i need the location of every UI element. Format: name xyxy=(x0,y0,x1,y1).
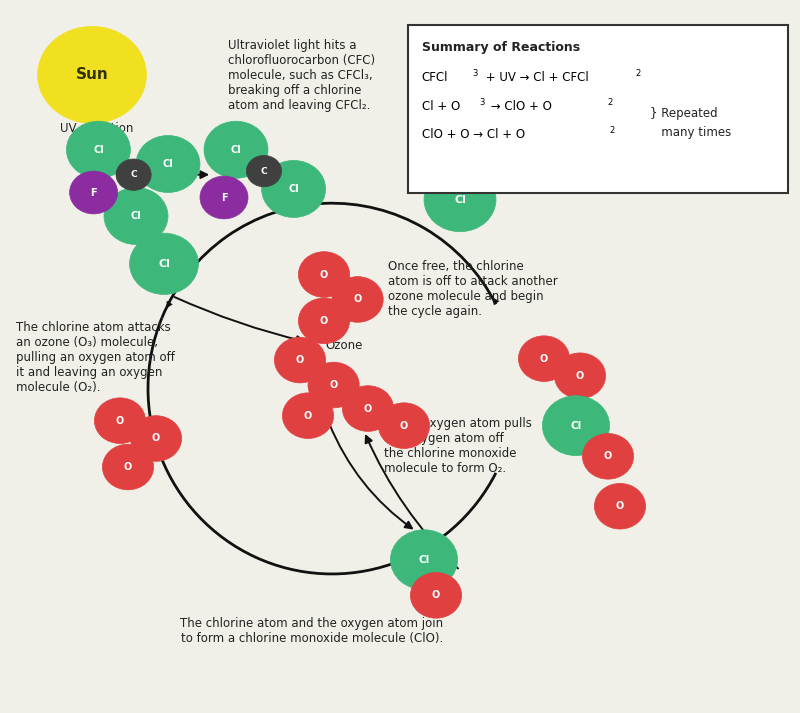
Text: 3: 3 xyxy=(472,69,478,78)
Text: CFCl: CFCl xyxy=(422,71,448,84)
Text: O: O xyxy=(604,451,612,461)
Circle shape xyxy=(332,277,383,322)
Text: Sun: Sun xyxy=(76,67,108,83)
Circle shape xyxy=(130,416,182,461)
Circle shape xyxy=(136,135,200,193)
Text: O: O xyxy=(540,354,548,364)
Text: A free oxygen atom pulls
the oxygen atom off
the chlorine monoxide
molecule to f: A free oxygen atom pulls the oxygen atom… xyxy=(384,417,532,475)
Text: Cl: Cl xyxy=(162,159,174,169)
Text: O: O xyxy=(116,416,124,426)
Circle shape xyxy=(298,252,350,297)
Text: The chlorine atom attacks
an ozone (O₃) molecule,
pulling an oxygen atom off
it : The chlorine atom attacks an ozone (O₃) … xyxy=(16,321,175,394)
Circle shape xyxy=(70,171,118,214)
Text: 2: 2 xyxy=(635,69,641,78)
Text: O: O xyxy=(320,270,328,279)
Text: Cl: Cl xyxy=(93,145,104,155)
Circle shape xyxy=(554,353,606,399)
Circle shape xyxy=(200,176,248,219)
Text: O: O xyxy=(296,355,304,365)
Text: Ultraviolet light hits a
chlorofluorocarbon (CFC)
molecule, such as CFCl₃,
break: Ultraviolet light hits a chlorofluorocar… xyxy=(228,39,375,112)
Text: O: O xyxy=(364,404,372,414)
Text: Summary of Reactions: Summary of Reactions xyxy=(422,41,580,54)
Text: F: F xyxy=(90,188,97,198)
FancyBboxPatch shape xyxy=(408,25,788,193)
Text: O: O xyxy=(320,316,328,326)
Circle shape xyxy=(130,233,198,294)
Text: The chlorine atom and the oxygen atom join
to form a chlorine monoxide molecule : The chlorine atom and the oxygen atom jo… xyxy=(181,617,443,645)
Circle shape xyxy=(298,298,350,344)
Circle shape xyxy=(594,483,646,529)
Circle shape xyxy=(104,188,168,245)
Circle shape xyxy=(246,155,282,187)
Text: Cl: Cl xyxy=(454,195,466,205)
Text: 3: 3 xyxy=(479,98,485,107)
Text: O: O xyxy=(124,462,132,472)
Text: O: O xyxy=(400,421,408,431)
Circle shape xyxy=(102,444,154,490)
Circle shape xyxy=(308,362,359,408)
Text: O: O xyxy=(354,294,362,304)
Text: O: O xyxy=(616,501,624,511)
Circle shape xyxy=(518,336,570,381)
Circle shape xyxy=(94,398,146,443)
Text: Cl: Cl xyxy=(130,211,142,221)
Circle shape xyxy=(542,396,610,456)
Text: 2: 2 xyxy=(607,98,613,107)
Circle shape xyxy=(274,337,326,383)
Text: Cl: Cl xyxy=(230,145,242,155)
Circle shape xyxy=(66,121,130,178)
Text: O: O xyxy=(304,411,312,421)
Text: O: O xyxy=(432,590,440,600)
Circle shape xyxy=(390,530,458,590)
Text: O: O xyxy=(152,434,160,443)
Circle shape xyxy=(582,434,634,479)
Text: UV radiation: UV radiation xyxy=(60,122,134,135)
Text: Cl + O: Cl + O xyxy=(422,100,460,113)
Text: Once free, the chlorine
atom is off to attack another
ozone molecule and begin
t: Once free, the chlorine atom is off to a… xyxy=(388,260,558,318)
Circle shape xyxy=(378,403,430,448)
Circle shape xyxy=(38,26,146,123)
Circle shape xyxy=(262,160,326,217)
Circle shape xyxy=(410,573,462,618)
Text: C: C xyxy=(130,170,137,179)
Text: C: C xyxy=(261,167,267,175)
Text: Cl: Cl xyxy=(418,555,430,565)
Text: } Repeated
   many times: } Repeated many times xyxy=(650,107,731,139)
Circle shape xyxy=(282,393,334,438)
Circle shape xyxy=(204,121,268,178)
Circle shape xyxy=(424,168,496,232)
Text: + UV → Cl + CFCl: + UV → Cl + CFCl xyxy=(482,71,588,84)
Text: Cl: Cl xyxy=(288,184,299,194)
Circle shape xyxy=(116,159,151,190)
Text: → ClO + O: → ClO + O xyxy=(487,100,552,113)
Text: Cl: Cl xyxy=(570,421,582,431)
Text: O: O xyxy=(330,380,338,390)
Circle shape xyxy=(342,386,394,431)
Text: O: O xyxy=(576,371,584,381)
Text: F: F xyxy=(221,193,227,202)
Text: Cl: Cl xyxy=(158,259,170,269)
Text: Ozone: Ozone xyxy=(326,339,362,352)
Text: 2: 2 xyxy=(610,126,615,135)
Text: ClO + O → Cl + O: ClO + O → Cl + O xyxy=(422,128,525,141)
